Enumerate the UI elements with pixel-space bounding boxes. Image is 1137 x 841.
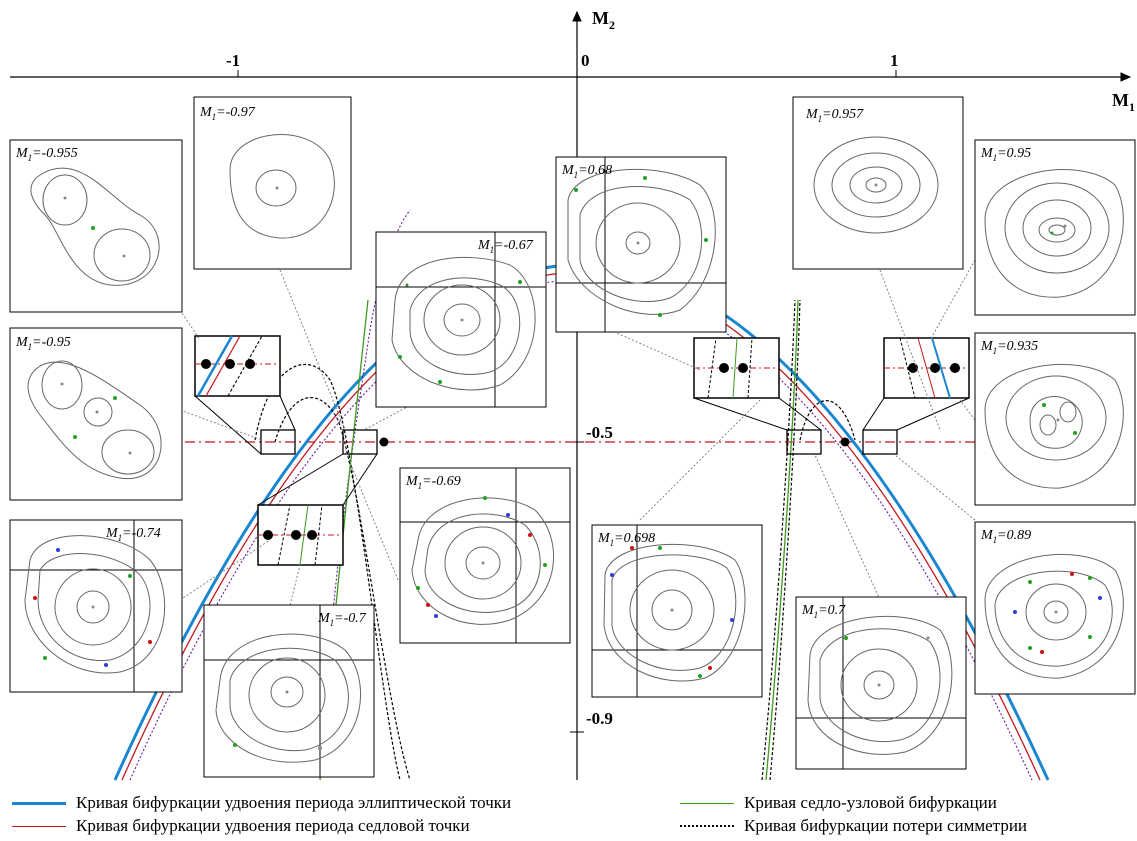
legend-item-saddle: Кривая бифуркации удвоения периода седло… <box>12 816 470 836</box>
legend-swatch <box>12 801 66 805</box>
y-tick-label-05: -0.5 <box>586 423 613 442</box>
svg-text:M1=0.957: M1=0.957 <box>805 107 864 124</box>
legend-swatch <box>12 825 66 827</box>
y-tick-label-09: -0.9 <box>586 709 613 728</box>
panel-m1-0935: M1=0.935 <box>974 332 1136 506</box>
x-axis-label: M1 <box>1112 90 1135 114</box>
legend-label: Кривая бифуркации удвоения периода седло… <box>76 816 470 835</box>
svg-text:M1=0.95: M1=0.95 <box>980 146 1031 163</box>
zoom-box-1 <box>260 429 296 455</box>
svg-text:M1=-0.97: M1=-0.97 <box>199 105 256 122</box>
legend-item-saddle-node: Кривая седло-узловой бифуркации <box>680 793 997 813</box>
x-tick-label-neg1: -1 <box>226 51 240 70</box>
panel-m1-neg067: M1=-0.67 <box>375 231 547 408</box>
panel-m1-068: M1=0.68 <box>555 156 727 333</box>
svg-text:M1=0.935: M1=0.935 <box>980 339 1038 356</box>
panel-m1-0957: M1=0.957 <box>792 96 964 270</box>
symmetry-curve-right-a <box>761 299 796 781</box>
panel-m1-neg097: M1=-0.97 <box>193 96 352 270</box>
x-tick-label-0: 0 <box>581 51 590 70</box>
zoom-box-2 <box>342 429 378 455</box>
legend-label: Кривая бифуркации удвоения периода эллип… <box>76 793 512 812</box>
symmetry-curve-left-a <box>254 363 401 781</box>
panel-m1-neg074: M1=-0.74 <box>9 519 183 693</box>
bif-point <box>840 437 850 447</box>
svg-text:M1=0.89: M1=0.89 <box>980 528 1031 545</box>
svg-text:M1=-0.95: M1=-0.95 <box>15 335 71 352</box>
y-axis-label: M2 <box>592 8 615 32</box>
svg-text:M1=0.7: M1=0.7 <box>801 603 846 620</box>
panel-m1-0698: M1=0.698 <box>591 524 763 698</box>
zoom-box-3 <box>786 429 822 455</box>
svg-text:M1=0.698: M1=0.698 <box>597 531 655 548</box>
x-tick-label-1: 1 <box>890 51 899 70</box>
legend-item-elliptic: Кривая бифуркации удвоения периода эллип… <box>12 793 511 813</box>
panel-m1-neg0955: M1=-0.955 <box>9 139 183 313</box>
zoom-markers <box>194 335 970 566</box>
panel-m1-neg095: M1=-0.95 <box>9 327 183 501</box>
panel-m1-neg069: M1=-0.69 <box>399 467 571 644</box>
symmetry-arc-right <box>799 400 856 441</box>
panel-m1-neg07: M1=-0.7 <box>203 604 375 778</box>
legend-label: Кривая бифуркации потери симметрии <box>744 816 1028 835</box>
svg-text:M1=0.68: M1=0.68 <box>561 163 612 180</box>
leader-lines <box>179 259 976 606</box>
saddle-node-right <box>765 299 799 781</box>
bif-point <box>379 437 389 447</box>
svg-text:M1=-0.7: M1=-0.7 <box>317 611 367 628</box>
axes: -1 0 1 -0.5 -0.9 M2 M1 <box>10 8 1135 780</box>
zoom-box-4 <box>862 429 898 455</box>
phase-portraits: M1=-0.955 M1=-0.97 M1=-0.95 <box>9 96 1136 778</box>
symmetry-curve-right-b <box>769 299 801 781</box>
panel-m1-095: M1=0.95 <box>974 139 1136 316</box>
legend-swatch <box>680 825 734 827</box>
legend-item-symmetry: Кривая бифуркации потери симметрии <box>680 816 1027 836</box>
legend-label: Кривая седло-узловой бифуркации <box>744 793 997 812</box>
panel-m1-089: M1=0.89 <box>974 521 1136 695</box>
svg-text:M1=-0.69: M1=-0.69 <box>405 474 461 491</box>
svg-text:M1=-0.74: M1=-0.74 <box>105 526 161 543</box>
legend-swatch <box>680 802 734 804</box>
svg-text:M1=-0.955: M1=-0.955 <box>15 146 78 163</box>
panel-m1-07: M1=0.7 <box>795 596 967 770</box>
svg-text:M1=-0.67: M1=-0.67 <box>477 238 534 255</box>
